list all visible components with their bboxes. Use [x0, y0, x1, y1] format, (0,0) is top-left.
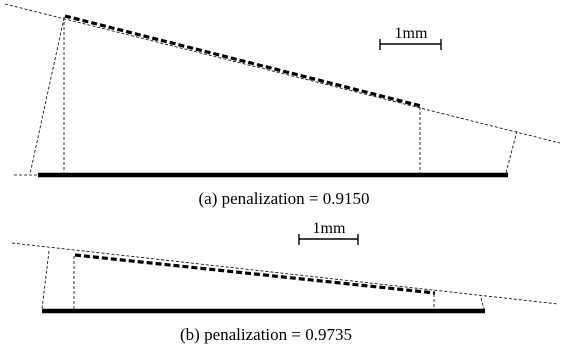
panel-b-profile-segment — [74, 253, 436, 295]
panel-b-left-slant — [41, 250, 50, 310]
panel-b-caption: (b) penalization = 0.9735 — [180, 325, 352, 344]
panel-b: 1mm (b) penalization = 0.9735 — [11, 220, 559, 344]
panel-a-caption: (a) penalization = 0.9150 — [198, 189, 369, 208]
panel-b-right-slant — [480, 297, 485, 310]
panel-a: 1mm (a) penalization = 0.9150 — [4, 3, 561, 208]
panel-a-extension-line — [4, 3, 561, 144]
panel-a-left-slant — [29, 17, 65, 175]
panel-b-scale-bar — [298, 234, 359, 245]
panel-a-profile-segment — [64, 14, 422, 108]
panel-b-extension-line — [11, 242, 559, 305]
panel-a-right-slant — [505, 130, 518, 174]
panel-a-scale-label: 1mm — [395, 25, 428, 42]
panel-b-scale-label: 1mm — [313, 220, 346, 237]
panel-a-scale-bar — [379, 39, 442, 50]
